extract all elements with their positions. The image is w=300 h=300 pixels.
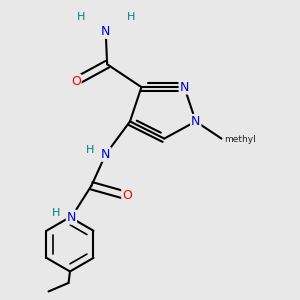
Text: methyl: methyl [224, 136, 256, 145]
Text: N: N [101, 148, 110, 161]
Text: O: O [122, 189, 132, 202]
Text: H: H [86, 145, 94, 155]
Text: H: H [77, 12, 86, 22]
Text: H: H [127, 12, 136, 22]
Text: N: N [67, 211, 76, 224]
Text: N: N [101, 25, 110, 38]
Text: N: N [180, 81, 189, 94]
Text: N: N [191, 115, 200, 128]
Text: H: H [52, 208, 60, 218]
Text: O: O [71, 75, 81, 88]
